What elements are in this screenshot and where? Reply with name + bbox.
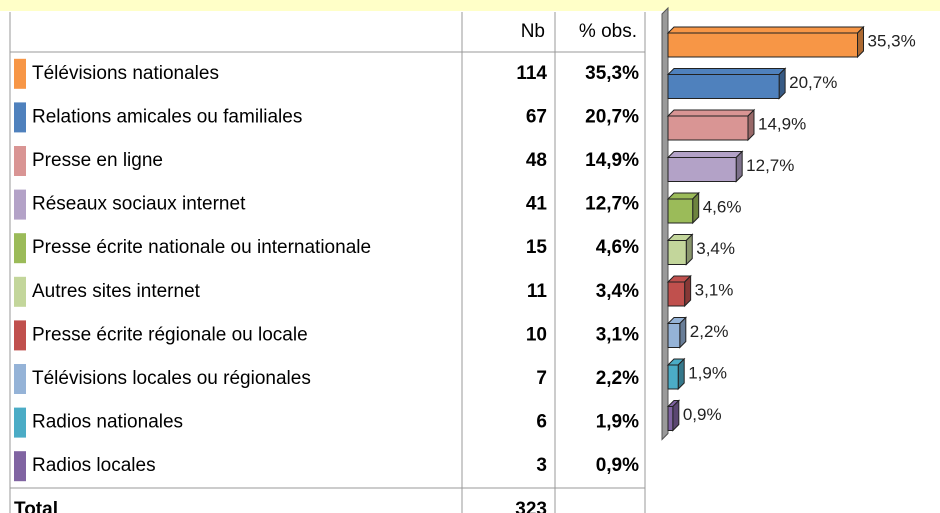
bar-top (666, 68, 787, 75)
total-count: 323 (515, 499, 547, 513)
header-percent: % obs. (579, 21, 637, 42)
bar (667, 364, 679, 390)
bar-top (666, 109, 756, 117)
bar-side (692, 191, 700, 225)
row-percent: 35,3% (585, 63, 639, 84)
row-label: Radios locales (32, 455, 156, 476)
row-percent: 4,6% (596, 237, 639, 258)
row-percent: 1,9% (596, 412, 639, 433)
bar (667, 74, 780, 99)
bar-side (778, 67, 786, 100)
row-label: Réseaux sociaux internet (32, 194, 246, 215)
legend-swatch (14, 320, 26, 351)
row-count: 48 (526, 150, 547, 171)
row-label: Radios nationales (32, 412, 183, 433)
bar-side (747, 108, 755, 142)
row-count: 10 (526, 324, 547, 345)
bar-top (666, 151, 744, 158)
axis-wall (661, 6, 669, 441)
bar (667, 281, 686, 307)
bar-label: 20,7% (789, 73, 837, 92)
bar (667, 32, 859, 58)
bar (667, 240, 687, 265)
bar (667, 198, 694, 224)
row-label: Presse écrite nationale ou international… (32, 237, 371, 258)
legend-swatch (14, 407, 26, 438)
bar-side (735, 150, 743, 183)
bar (667, 406, 674, 431)
row-percent: 3,4% (596, 281, 639, 302)
row-count: 15 (526, 237, 548, 258)
legend-swatch (14, 189, 26, 220)
row-percent: 12,7% (585, 194, 639, 215)
row-count: 67 (526, 106, 547, 127)
title-strip (0, 0, 940, 11)
legend-swatch (14, 58, 26, 89)
legend-swatch (14, 276, 26, 307)
legend-swatch (14, 146, 26, 176)
bar (667, 115, 749, 141)
bar-label: 3,1% (695, 280, 734, 299)
table: Nb % obs. Télévisions nationales 114 35,3% Re… (9, 12, 646, 513)
bar-side (672, 399, 680, 432)
row-label: Presse en ligne (32, 150, 163, 171)
bar (667, 323, 681, 348)
bar-label: 3,4% (696, 239, 735, 258)
row-percent: 0,9% (596, 455, 639, 476)
bar-side (685, 233, 693, 266)
bar-label: 12,7% (746, 156, 794, 175)
row-count: 7 (536, 368, 547, 389)
header-count: Nb (521, 21, 545, 42)
bar-label: 2,2% (690, 322, 729, 341)
row-percent: 3,1% (596, 324, 639, 345)
bar-side (677, 357, 685, 391)
bar-top (666, 26, 865, 34)
row-percent: 20,7% (585, 106, 639, 127)
legend-swatch (14, 102, 26, 133)
row-label: Télévisions nationales (32, 63, 219, 84)
legend-swatch (14, 233, 26, 264)
row-label: Relations amicales ou familiales (32, 106, 302, 127)
row-percent: 14,9% (585, 150, 639, 171)
bar-label: 35,3% (868, 31, 916, 50)
bar-label: 0,9% (683, 405, 722, 424)
row-percent: 2,2% (596, 368, 639, 389)
bar-label: 1,9% (688, 363, 727, 382)
bar-side (679, 316, 687, 349)
bar (667, 157, 737, 182)
bar-side (684, 274, 692, 308)
bar-label: 14,9% (758, 114, 806, 133)
legend-swatch (14, 451, 26, 482)
bar-side (857, 25, 865, 59)
row-label: Télévisions locales ou régionales (32, 368, 311, 389)
legend-swatch (14, 364, 26, 394)
row-count: 11 (527, 281, 548, 302)
chart: 35,3% 20,7% 14,9% 12,7% 4,6% 3,4% 3,1% 2,2% 1,9%… (661, 6, 916, 441)
row-count: 3 (536, 455, 547, 476)
row-label: Presse écrite régionale ou locale (32, 324, 308, 345)
total-label: Total (14, 499, 58, 513)
row-count: 41 (526, 194, 548, 215)
bar-label: 4,6% (703, 197, 742, 216)
row-count: 114 (516, 63, 547, 84)
row-label: Autres sites internet (32, 281, 201, 302)
row-count: 6 (536, 412, 547, 433)
